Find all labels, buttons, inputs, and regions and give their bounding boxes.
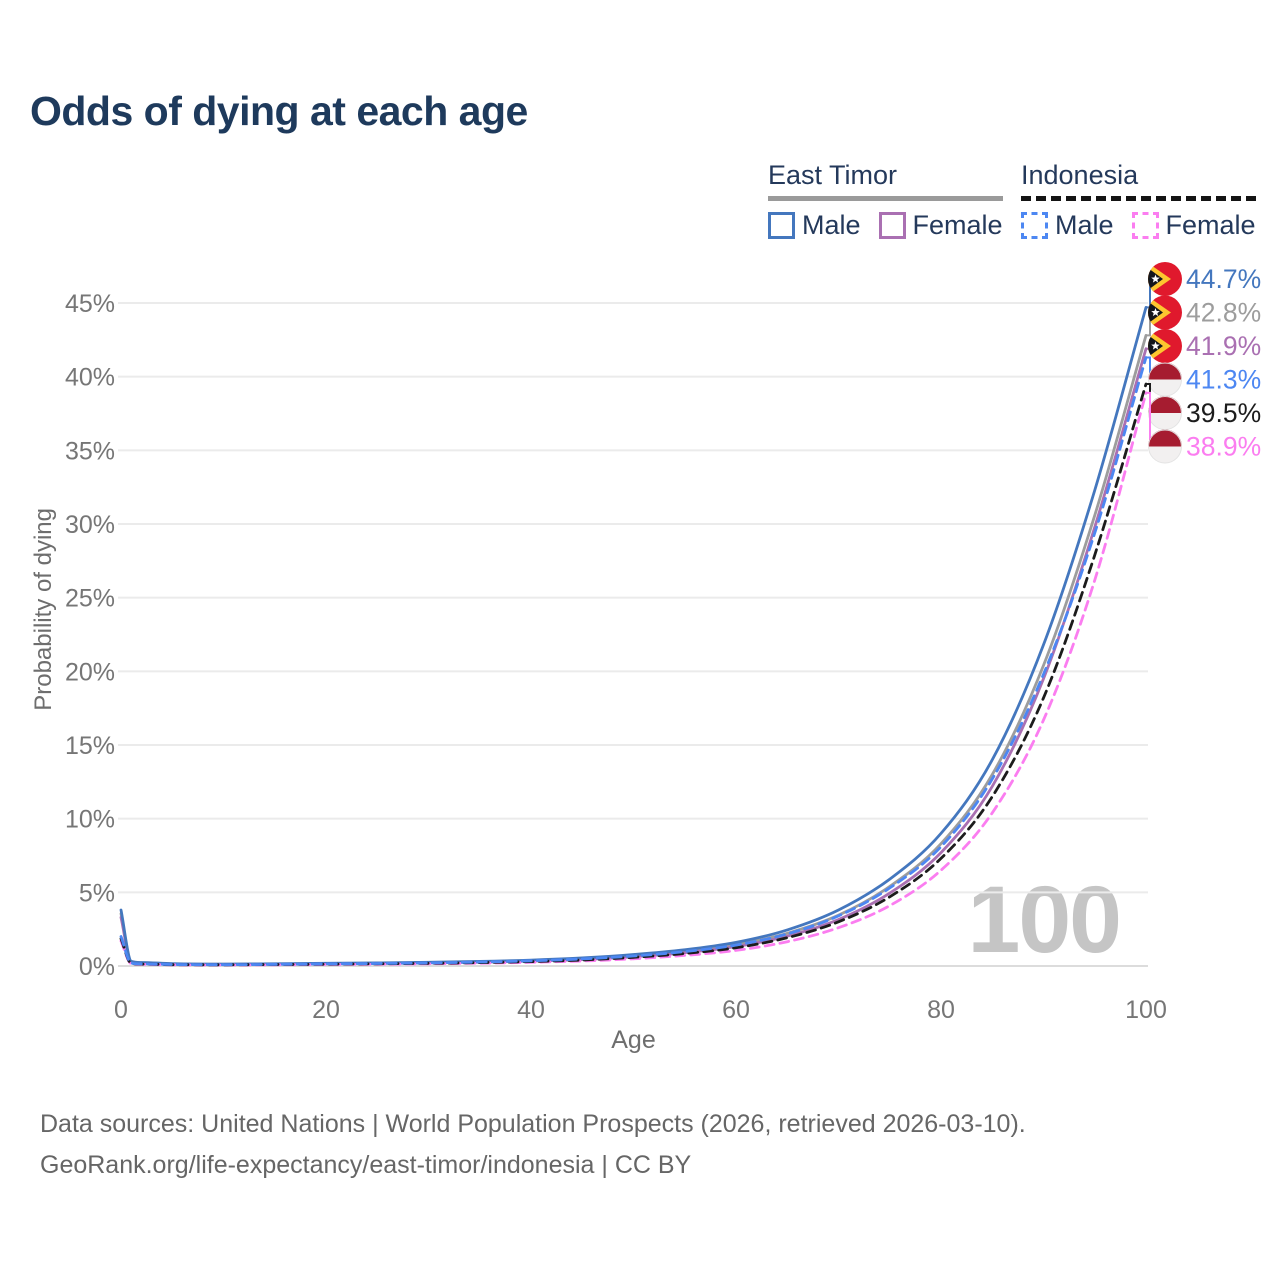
series-line-east-timor-both-sexes[interactable] xyxy=(119,334,1148,966)
y-tick-10: 10% xyxy=(65,806,115,834)
y-tick-0: 0% xyxy=(79,953,115,981)
y-tick-15: 15% xyxy=(65,732,115,760)
legend-item-indonesia-female[interactable]: Female xyxy=(1131,210,1256,241)
end-label-value-indonesia-male: 41.3% xyxy=(1186,365,1261,395)
legend-label-indonesia-female: Female xyxy=(1165,210,1256,240)
y-tick-25: 25% xyxy=(65,585,115,613)
end-label-value-east-timor-female: 41.9% xyxy=(1186,331,1261,361)
x-tick-100: 100 xyxy=(1125,996,1167,1024)
footer-source-link[interactable]: GeoRank.org/life-expectancy/east-timor/i… xyxy=(40,1151,692,1179)
legend-group-indonesia: Indonesia Male Female xyxy=(1021,160,1256,241)
east-timor-flag-icon xyxy=(1148,329,1182,363)
legend-country-east-timor[interactable]: East Timor xyxy=(768,160,898,190)
legend-label-indonesia-male: Male xyxy=(1055,210,1114,240)
legend-swatch-indonesia-female xyxy=(1131,212,1159,239)
x-axis-title: Age xyxy=(611,1026,656,1054)
legend-label-east-timor-female: Female xyxy=(912,210,1003,240)
x-tick-40: 40 xyxy=(517,996,545,1024)
y-tick-20: 20% xyxy=(65,658,115,686)
legend-swatch-east-timor-male xyxy=(768,212,795,239)
x-tick-60: 60 xyxy=(722,996,750,1024)
indonesia-flag-icon xyxy=(1148,429,1182,464)
series-line-indonesia-both-sexes[interactable] xyxy=(119,382,1148,967)
end-label-value-indonesia-both-sexes: 39.5% xyxy=(1186,398,1261,428)
y-tick-5: 5% xyxy=(79,879,115,907)
legend-label-east-timor-male: Male xyxy=(802,210,861,240)
end-label-value-east-timor-male: 44.7% xyxy=(1186,264,1261,294)
series-line-indonesia-female[interactable] xyxy=(119,391,1148,967)
x-tick-0: 0 xyxy=(114,996,128,1024)
end-label-value-indonesia-female: 38.9% xyxy=(1186,432,1261,462)
y-tick-40: 40% xyxy=(65,364,115,392)
legend-item-east-timor-male[interactable]: Male xyxy=(768,210,861,241)
footer-attribution: Data sources: United Nations | World Pop… xyxy=(40,1104,1026,1186)
series-line-east-timor-male[interactable] xyxy=(119,306,1148,966)
legend-item-indonesia-male[interactable]: Male xyxy=(1021,210,1114,241)
series-line-indonesia-male[interactable] xyxy=(119,356,1148,967)
y-tick-45: 45% xyxy=(65,290,115,318)
legend-linestyle-indonesia xyxy=(1021,196,1256,201)
chart-title: Odds of dying at each age xyxy=(30,88,528,134)
legend-swatch-indonesia-male xyxy=(1021,212,1048,239)
series-line-east-timor-female[interactable] xyxy=(119,347,1148,966)
legend-group-east-timor: East Timor Male Female xyxy=(768,160,1003,241)
indonesia-flag-icon xyxy=(1148,362,1182,397)
legend-country-indonesia[interactable]: Indonesia xyxy=(1021,160,1139,190)
legend-item-east-timor-female[interactable]: Female xyxy=(878,210,1003,241)
y-tick-35: 35% xyxy=(65,437,115,465)
legend-swatch-east-timor-female xyxy=(878,212,906,239)
legend-linestyle-east-timor xyxy=(768,196,1003,201)
y-axis-title: Probability of dying xyxy=(30,508,57,711)
x-tick-20: 20 xyxy=(312,996,340,1024)
y-tick-30: 30% xyxy=(65,511,115,539)
indonesia-flag-icon xyxy=(1148,396,1182,430)
current-age-watermark: 100 xyxy=(967,867,1122,973)
end-label-value-east-timor-both-sexes: 42.8% xyxy=(1186,298,1261,328)
x-tick-80: 80 xyxy=(927,996,955,1024)
footer-data-sources: Data sources: United Nations | World Pop… xyxy=(40,1110,1026,1138)
east-timor-flag-icon xyxy=(1148,295,1182,330)
east-timor-flag-icon xyxy=(1148,262,1182,296)
